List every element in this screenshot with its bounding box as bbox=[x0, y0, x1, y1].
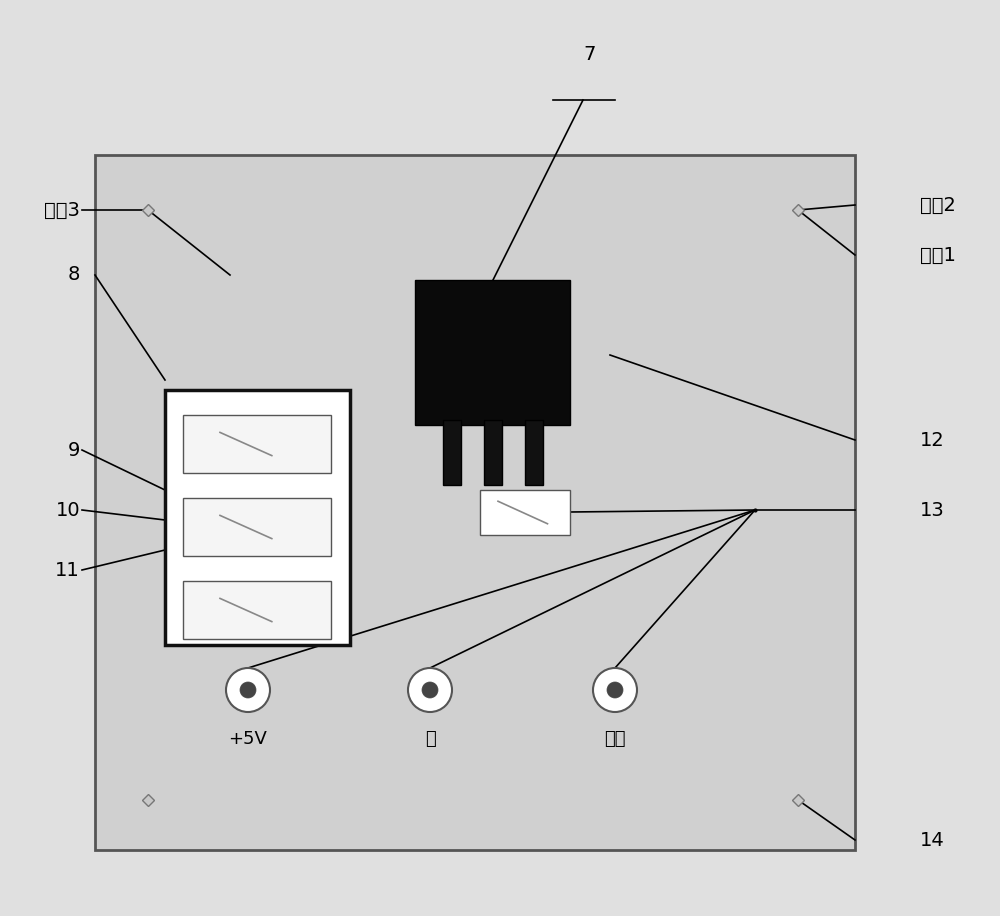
Bar bbox=[183, 581, 331, 639]
Text: 输出: 输出 bbox=[604, 730, 626, 748]
Text: 11: 11 bbox=[55, 561, 80, 580]
Text: +5V: +5V bbox=[229, 730, 267, 748]
Circle shape bbox=[408, 668, 452, 712]
Text: 10: 10 bbox=[55, 500, 80, 519]
Text: 7: 7 bbox=[584, 46, 596, 64]
Circle shape bbox=[422, 682, 438, 698]
Text: 12: 12 bbox=[920, 431, 945, 450]
Circle shape bbox=[593, 668, 637, 712]
Text: 14: 14 bbox=[920, 831, 945, 849]
Bar bbox=[484, 420, 502, 485]
Bar bbox=[183, 498, 331, 556]
Bar bbox=[95, 155, 855, 850]
Bar bbox=[443, 420, 461, 485]
Text: 地: 地 bbox=[425, 730, 435, 748]
Bar bbox=[165, 390, 350, 645]
Text: 引脚3: 引脚3 bbox=[44, 201, 80, 220]
Text: 13: 13 bbox=[920, 500, 945, 519]
Circle shape bbox=[607, 682, 623, 698]
Bar bbox=[480, 490, 570, 535]
Circle shape bbox=[226, 668, 270, 712]
Bar bbox=[525, 420, 543, 485]
Bar bbox=[415, 280, 570, 425]
Text: 引脚1: 引脚1 bbox=[920, 245, 956, 265]
Text: 8: 8 bbox=[68, 266, 80, 285]
Text: 引脚2: 引脚2 bbox=[920, 195, 956, 214]
Bar bbox=[183, 415, 331, 473]
Circle shape bbox=[240, 682, 256, 698]
Text: 9: 9 bbox=[68, 441, 80, 460]
